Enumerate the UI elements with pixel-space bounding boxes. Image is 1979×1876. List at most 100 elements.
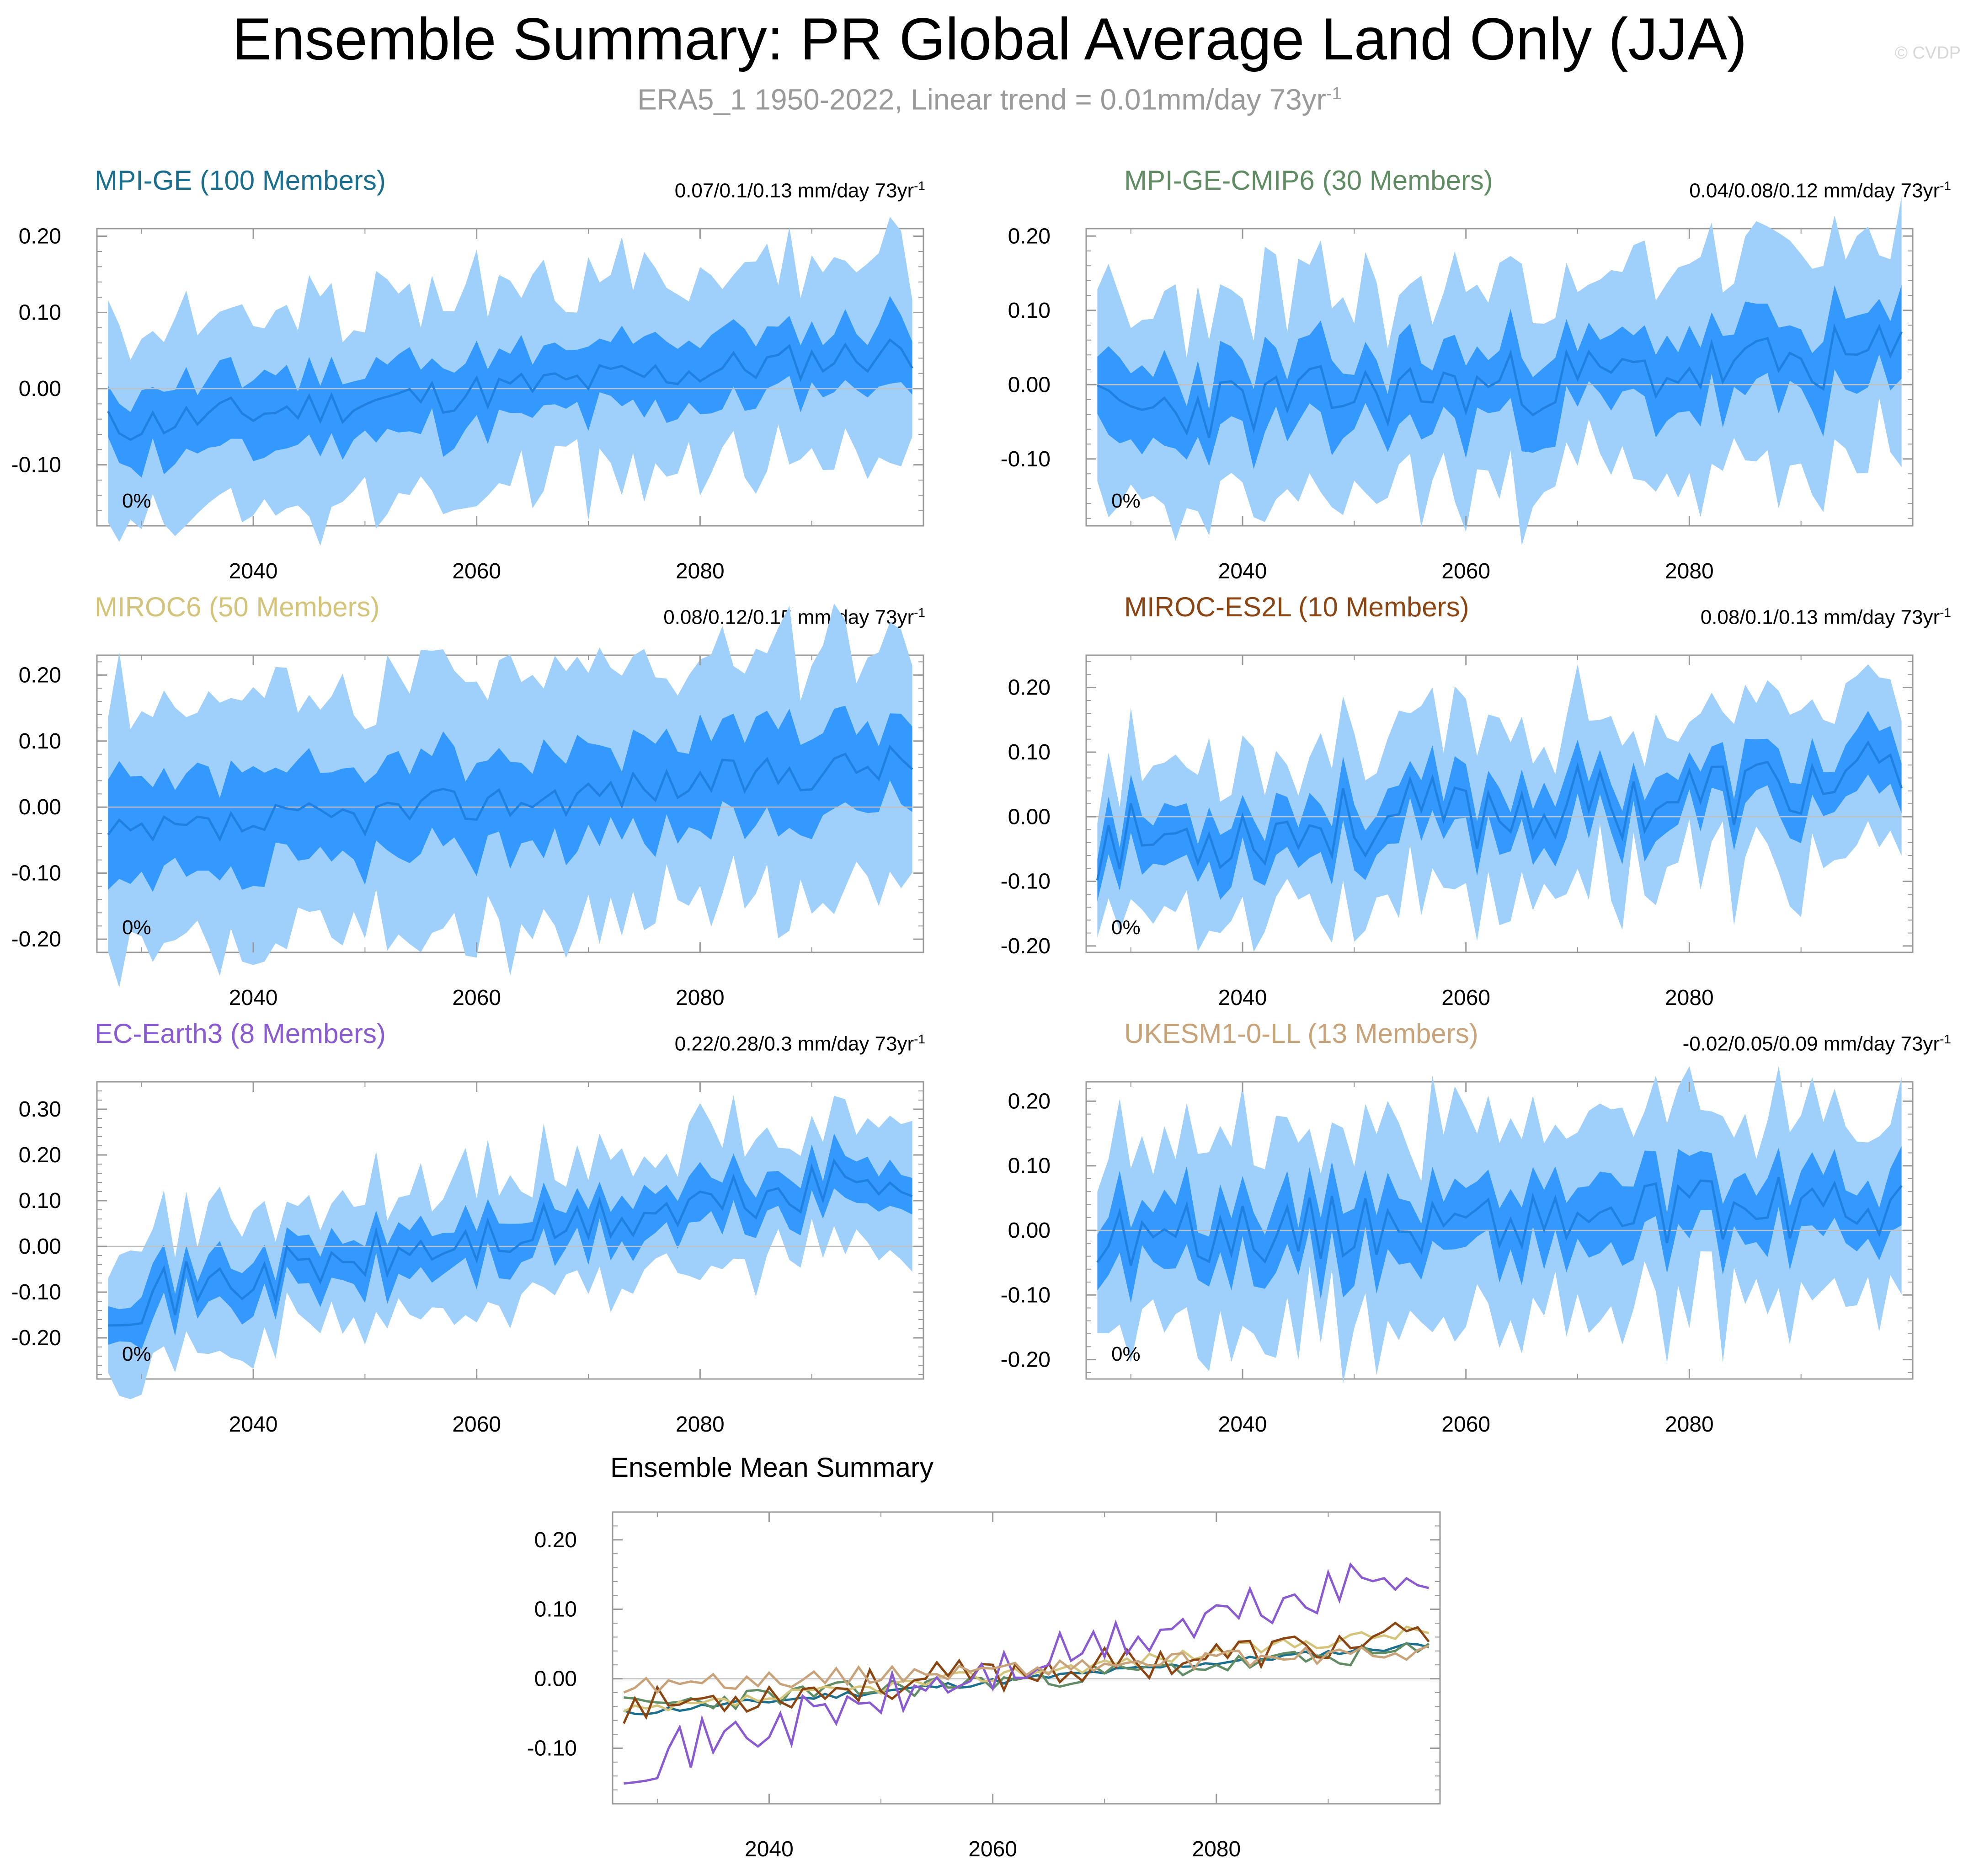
panel-miroc-es2l: MIROC-ES2L (10 Members) 0.08/0.1/0.13 mm… <box>989 591 1979 1021</box>
x-tick-label: 2040 <box>229 986 278 1010</box>
panel-title: Ensemble Mean Summary <box>610 1452 933 1483</box>
x-tick-label: 2060 <box>968 1837 1017 1861</box>
plot-area: 0% 0.20 0.10 0.00 -0.10 2040 2060 2080 <box>11 217 924 583</box>
stat-text: 0.22/0.28/0.3 mm/day 73yr <box>674 1032 914 1055</box>
x-tick-label: 2060 <box>452 1412 501 1437</box>
panel-title: MIROC6 (50 Members) <box>95 592 380 622</box>
x-tick-label: 2040 <box>745 1837 794 1861</box>
inner-range-band <box>108 706 912 892</box>
x-tick-label: 2080 <box>676 1412 725 1437</box>
y-tick-label: -0.10 <box>11 453 61 477</box>
panel-ensemble-mean-summary: Ensemble Mean Summary 0.20 0.10 0.00 -0.10 2… <box>494 1449 1483 1875</box>
y-tick-label: -0.20 <box>1001 1348 1051 1372</box>
x-tick-label: 2040 <box>229 559 278 583</box>
panel-trend-stat: 0.22/0.28/0.3 mm/day 73yr-1 <box>675 1027 925 1057</box>
x-tick-label: 2040 <box>1218 986 1267 1010</box>
stat-superscript: -1 <box>914 1032 925 1046</box>
panel-title: MPI-GE (100 Members) <box>95 165 386 196</box>
x-tick-label: 2080 <box>1192 1837 1241 1861</box>
panel-mpi-ge: MPI-GE (100 Members) 0.07/0.1/0.13 mm/da… <box>0 165 989 594</box>
plot-area: 0% 0.20 0.10 0.00 -0.10 -0.20 2040 2060 2080 <box>11 603 924 1010</box>
inner-range-band <box>1097 1146 1902 1303</box>
y-tick-label: 0.30 <box>19 1097 61 1122</box>
y-tick-label: 0.10 <box>19 729 61 754</box>
y-tick-label: -0.10 <box>527 1736 577 1760</box>
ensemble-mean-line <box>1096 1177 1903 1266</box>
y-tick-label: 0.20 <box>19 663 61 687</box>
stat-text: -0.02/0.05/0.09 mm/day 73yr <box>1682 1032 1940 1055</box>
y-tick-label: -0.10 <box>1001 447 1051 471</box>
x-tick-label: 2060 <box>1441 559 1490 583</box>
y-tick-label: 0.00 <box>1008 1219 1051 1243</box>
y-tick-label: 0.10 <box>19 300 61 325</box>
y-tick-label: -0.10 <box>1001 1283 1051 1307</box>
y-tick-label: 0.20 <box>1008 676 1051 700</box>
percent-label: 0% <box>1111 916 1141 939</box>
ensemble-mean-line <box>1096 740 1903 881</box>
figure-title: Ensemble Summary: PR Global Average Land… <box>232 5 1747 72</box>
y-tick-label: -0.10 <box>11 1280 61 1304</box>
x-tick-label: 2040 <box>1218 559 1267 583</box>
x-tick-label: 2080 <box>676 986 725 1010</box>
y-tick-label: -0.20 <box>1001 934 1051 958</box>
stat-superscript: -1 <box>1940 179 1951 193</box>
y-tick-label: 0.00 <box>1008 805 1051 829</box>
x-tick-label: 2060 <box>452 559 501 583</box>
ensemble-mean-line <box>1097 323 1903 438</box>
stat-superscript: -1 <box>1940 1032 1951 1046</box>
ensemble-mean-line <box>108 1158 913 1327</box>
y-tick-label: 0.20 <box>19 1143 61 1167</box>
inner-range-band <box>1097 285 1902 469</box>
percent-label: 0% <box>122 490 151 512</box>
panel-title: UKESM1-0-LL (13 Members) <box>1124 1018 1478 1049</box>
subtitle-superscript: -1 <box>1326 84 1342 103</box>
plot-frame <box>612 1511 1441 1805</box>
plot-area: 0% 0.20 0.10 0.00 -0.10 2040 2060 2080 <box>1001 197 1914 583</box>
y-tick-label: -0.20 <box>11 1326 61 1350</box>
y-tick-label: -0.20 <box>11 927 61 951</box>
percent-label: 0% <box>1111 1343 1141 1365</box>
percent-label: 0% <box>122 1343 151 1365</box>
panel-title: MPI-GE-CMIP6 (30 Members) <box>1124 165 1493 196</box>
y-tick-label: 0.20 <box>1008 1089 1051 1113</box>
stat-superscript: -1 <box>914 605 925 620</box>
y-tick-label: 0.00 <box>19 795 61 819</box>
y-tick-label: 0.20 <box>1008 224 1051 248</box>
panel-title: MIROC-ES2L (10 Members) <box>1124 592 1469 622</box>
y-tick-label: 0.00 <box>19 1235 61 1259</box>
ensemble-mean-line <box>107 744 913 842</box>
y-tick-label: 0.10 <box>534 1598 577 1622</box>
panel-miroc6: MIROC6 (50 Members) 0.08/0.12/0.15 mm/da… <box>0 591 989 1021</box>
y-tick-label: 0.20 <box>19 224 61 249</box>
y-tick-label: -0.10 <box>11 861 61 886</box>
x-tick-label: 2080 <box>1665 559 1714 583</box>
y-tick-label: 0.00 <box>19 377 61 401</box>
x-tick-label: 2060 <box>1441 1412 1490 1437</box>
y-tick-label: 0.10 <box>19 1189 61 1213</box>
y-tick-label: -0.10 <box>1001 870 1051 894</box>
x-tick-label: 2080 <box>1665 1412 1714 1437</box>
inner-range-band <box>1097 711 1902 902</box>
y-tick-label: 0.10 <box>1008 299 1051 323</box>
stat-text: 0.07/0.1/0.13 mm/day 73yr <box>674 179 914 202</box>
y-tick-label: 0.20 <box>534 1528 577 1552</box>
stat-text: 0.08/0.1/0.13 mm/day 73yr <box>1700 606 1940 629</box>
x-tick-label: 2060 <box>1441 986 1490 1010</box>
x-tick-label: 2080 <box>1665 986 1714 1010</box>
plot-area: 0% 0.20 0.10 0.00 -0.10 -0.20 2040 2060 2080 <box>1001 1066 1914 1437</box>
panel-mpi-ge-cmip6: MPI-GE-CMIP6 (30 Members) 0.04/0.08/0.12… <box>989 165 1979 594</box>
stat-text: 0.04/0.08/0.12 mm/day 73yr <box>1689 179 1940 202</box>
x-tick-label: 2060 <box>452 986 501 1010</box>
subtitle-text: ERA5_1 1950-2022, Linear trend = 0.01mm/… <box>637 83 1326 116</box>
series-line-ukesm1-0-ll <box>623 1645 1430 1694</box>
panel-trend-stat: 0.04/0.08/0.12 mm/day 73yr-1 <box>1689 174 1951 203</box>
panel-ukesm1-0-ll: UKESM1-0-LL (13 Members) -0.02/0.05/0.09… <box>989 1018 1979 1448</box>
panel-trend-stat: -0.02/0.05/0.09 mm/day 73yr-1 <box>1683 1027 1951 1057</box>
panel-trend-stat: 0.08/0.1/0.13 mm/day 73yr-1 <box>1701 600 1951 630</box>
cvdp-watermark: © CVDP <box>1894 43 1961 63</box>
plot-area: 0% 0.20 0.10 0.00 -0.10 -0.20 2040 2060 2080 <box>1001 654 1914 1010</box>
inner-range-band <box>108 296 912 478</box>
panel-title: EC-Earth3 (8 Members) <box>95 1018 386 1049</box>
plot-area: 0% 0.30 0.20 0.10 0.00 -0.10 -0.20 2040 2060 2080 <box>11 1081 924 1437</box>
